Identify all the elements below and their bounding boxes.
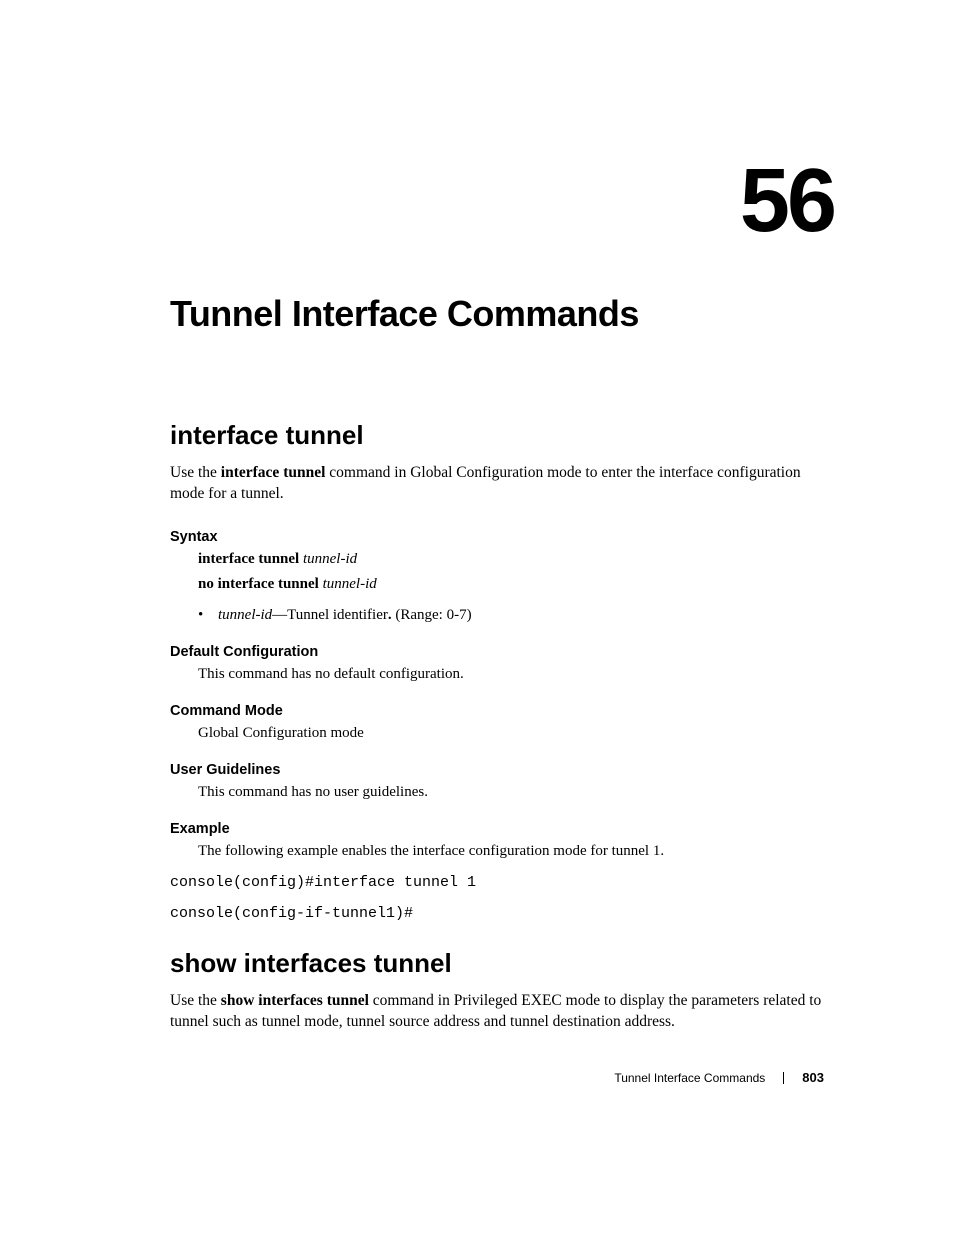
bullet-content: tunnel-id—Tunnel identifier. (Range: 0-7…: [218, 607, 472, 624]
syntax-cmd-1: interface tunnel: [198, 551, 303, 567]
syntax-bullet: • tunnel-id—Tunnel identifier. (Range: 0…: [198, 607, 824, 624]
section2-intro-cmd: show interfaces tunnel: [221, 992, 369, 1009]
intro-command: interface tunnel: [221, 464, 326, 481]
page-footer: Tunnel Interface Commands 803: [614, 1070, 824, 1085]
example-block: Example The following example enables th…: [170, 821, 824, 922]
syntax-block: Syntax interface tunnel tunnel-id no int…: [170, 529, 824, 624]
syntax-arg-2: tunnel-id: [323, 576, 377, 592]
command-mode-text: Global Configuration mode: [198, 725, 824, 742]
section-interface-tunnel: interface tunnel: [170, 420, 824, 451]
page-content: 56 Tunnel Interface Commands interface t…: [0, 0, 954, 1117]
chapter-number: 56: [170, 150, 834, 253]
footer-section-name: Tunnel Interface Commands: [614, 1071, 765, 1085]
footer-page-number: 803: [802, 1070, 824, 1085]
example-code-1: console(config)#interface tunnel 1: [170, 874, 824, 891]
bullet-dash: —: [272, 607, 287, 623]
section-show-interfaces-tunnel: show interfaces tunnel Use the show inte…: [170, 948, 824, 1033]
example-code-2: console(config-if-tunnel1)#: [170, 905, 824, 922]
syntax-cmd-2: no interface tunnel: [198, 576, 323, 592]
command-mode-block: Command Mode Global Configuration mode: [170, 703, 824, 742]
syntax-heading: Syntax: [170, 529, 824, 545]
syntax-arg-1: tunnel-id: [303, 551, 357, 567]
intro-text-pre: Use the: [170, 464, 221, 481]
section2-intro-pre: Use the: [170, 992, 221, 1009]
bullet-range: (Range: 0-7): [392, 607, 472, 623]
command-mode-heading: Command Mode: [170, 703, 824, 719]
section2-title: show interfaces tunnel: [170, 948, 824, 979]
default-config-block: Default Configuration This command has n…: [170, 644, 824, 683]
syntax-line-1: interface tunnel tunnel-id: [198, 551, 824, 568]
default-config-heading: Default Configuration: [170, 644, 824, 660]
example-heading: Example: [170, 821, 824, 837]
example-text: The following example enables the interf…: [198, 843, 824, 860]
footer-divider: [783, 1072, 784, 1084]
syntax-line-2: no interface tunnel tunnel-id: [198, 576, 824, 593]
chapter-title: Tunnel Interface Commands: [170, 293, 824, 335]
bullet-desc: Tunnel identifier: [287, 607, 388, 623]
user-guidelines-text: This command has no user guidelines.: [198, 784, 824, 801]
bullet-arg: tunnel-id: [218, 607, 272, 623]
bullet-icon: •: [198, 607, 218, 624]
default-config-text: This command has no default configuratio…: [198, 666, 824, 683]
user-guidelines-heading: User Guidelines: [170, 762, 824, 778]
user-guidelines-block: User Guidelines This command has no user…: [170, 762, 824, 801]
intro-paragraph: Use the interface tunnel command in Glob…: [170, 463, 824, 505]
section2-intro: Use the show interfaces tunnel command i…: [170, 991, 824, 1033]
